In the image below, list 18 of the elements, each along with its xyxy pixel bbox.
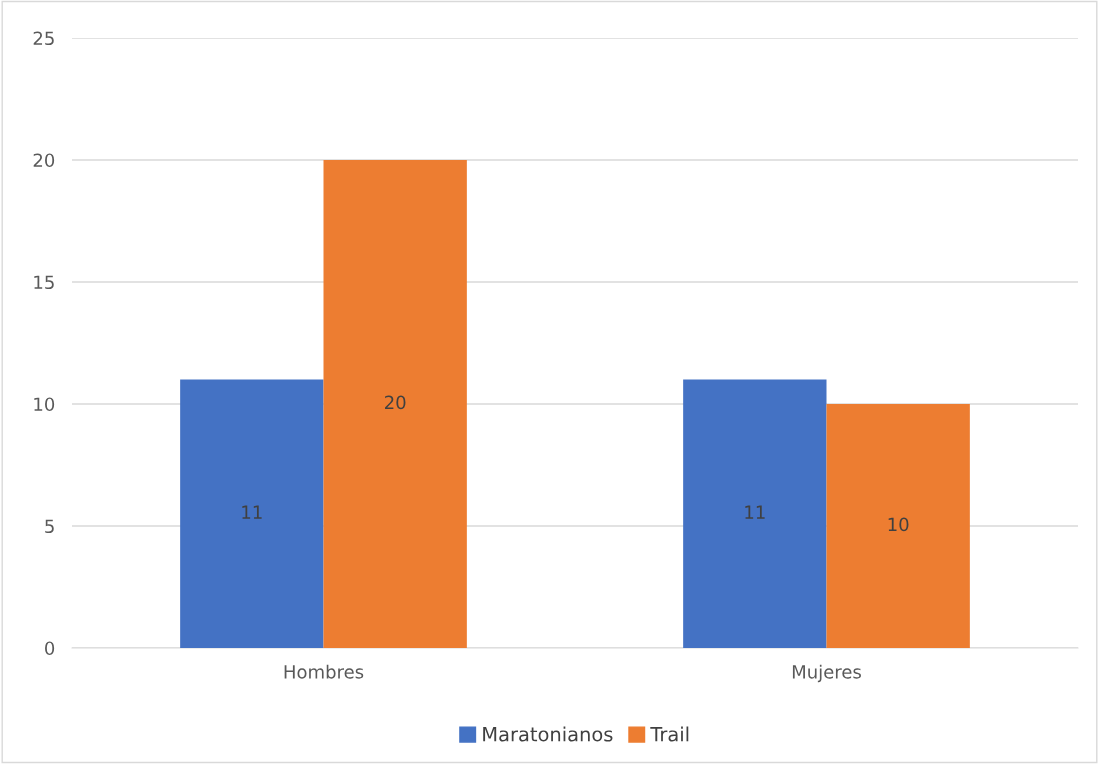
y-tick-label: 0 [45, 641, 55, 656]
data-label: 11 [745, 505, 765, 519]
y-tick-label: 25 [33, 31, 54, 46]
x-tick-label: Mujeres [792, 664, 861, 683]
bar [323, 160, 467, 648]
bar [826, 404, 970, 648]
y-tick-label: 5 [45, 519, 54, 534]
y-tick-label: 10 [34, 397, 55, 412]
y-tick-label: 20 [33, 153, 55, 168]
x-tick-label: Hombres [284, 664, 364, 679]
data-label: 20 [385, 395, 406, 410]
bar [683, 379, 827, 648]
legend-label: Trail [650, 726, 689, 742]
y-tick-label: 15 [34, 275, 54, 290]
bar [180, 379, 324, 648]
data-label: 11 [242, 505, 262, 519]
legend-label: Maratonianos [483, 726, 613, 742]
data-label: 10 [888, 517, 909, 532]
